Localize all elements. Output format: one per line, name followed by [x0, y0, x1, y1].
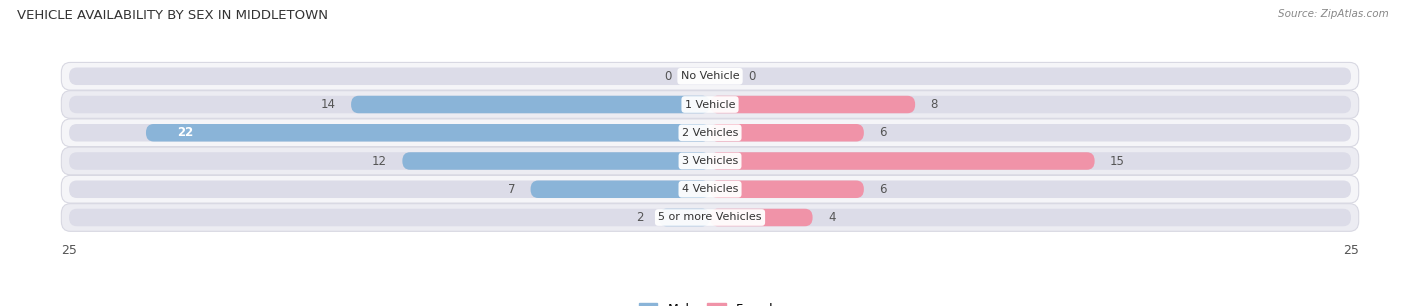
- FancyBboxPatch shape: [710, 96, 915, 113]
- FancyBboxPatch shape: [62, 204, 1358, 231]
- Text: 8: 8: [931, 98, 938, 111]
- FancyBboxPatch shape: [62, 175, 1358, 203]
- FancyBboxPatch shape: [146, 124, 710, 141]
- FancyBboxPatch shape: [402, 152, 710, 170]
- FancyBboxPatch shape: [710, 124, 863, 141]
- FancyBboxPatch shape: [62, 91, 1358, 118]
- Text: 0: 0: [664, 70, 672, 83]
- FancyBboxPatch shape: [69, 209, 1351, 226]
- FancyBboxPatch shape: [62, 62, 1358, 90]
- FancyBboxPatch shape: [69, 181, 1351, 198]
- FancyBboxPatch shape: [69, 152, 1351, 170]
- Text: 4: 4: [828, 211, 835, 224]
- Text: 2: 2: [636, 211, 644, 224]
- FancyBboxPatch shape: [69, 124, 1351, 141]
- FancyBboxPatch shape: [62, 119, 1358, 147]
- Text: 0: 0: [748, 70, 756, 83]
- Text: 15: 15: [1109, 155, 1125, 167]
- FancyBboxPatch shape: [659, 209, 710, 226]
- Text: 2 Vehicles: 2 Vehicles: [682, 128, 738, 138]
- Text: 7: 7: [508, 183, 515, 196]
- Text: 5 or more Vehicles: 5 or more Vehicles: [658, 212, 762, 222]
- Text: 14: 14: [321, 98, 336, 111]
- FancyBboxPatch shape: [530, 181, 710, 198]
- FancyBboxPatch shape: [710, 209, 813, 226]
- Text: 12: 12: [373, 155, 387, 167]
- Text: No Vehicle: No Vehicle: [681, 71, 740, 81]
- FancyBboxPatch shape: [710, 181, 863, 198]
- Text: 3 Vehicles: 3 Vehicles: [682, 156, 738, 166]
- FancyBboxPatch shape: [710, 152, 1095, 170]
- Text: 6: 6: [879, 183, 887, 196]
- FancyBboxPatch shape: [69, 96, 1351, 113]
- Text: VEHICLE AVAILABILITY BY SEX IN MIDDLETOWN: VEHICLE AVAILABILITY BY SEX IN MIDDLETOW…: [17, 9, 328, 22]
- Text: 4 Vehicles: 4 Vehicles: [682, 184, 738, 194]
- Text: 1 Vehicle: 1 Vehicle: [685, 99, 735, 110]
- FancyBboxPatch shape: [352, 96, 710, 113]
- FancyBboxPatch shape: [69, 68, 1351, 85]
- Legend: Male, Female: Male, Female: [634, 297, 786, 306]
- Text: Source: ZipAtlas.com: Source: ZipAtlas.com: [1278, 9, 1389, 19]
- Text: 6: 6: [879, 126, 887, 139]
- FancyBboxPatch shape: [62, 147, 1358, 175]
- Text: 22: 22: [177, 126, 193, 139]
